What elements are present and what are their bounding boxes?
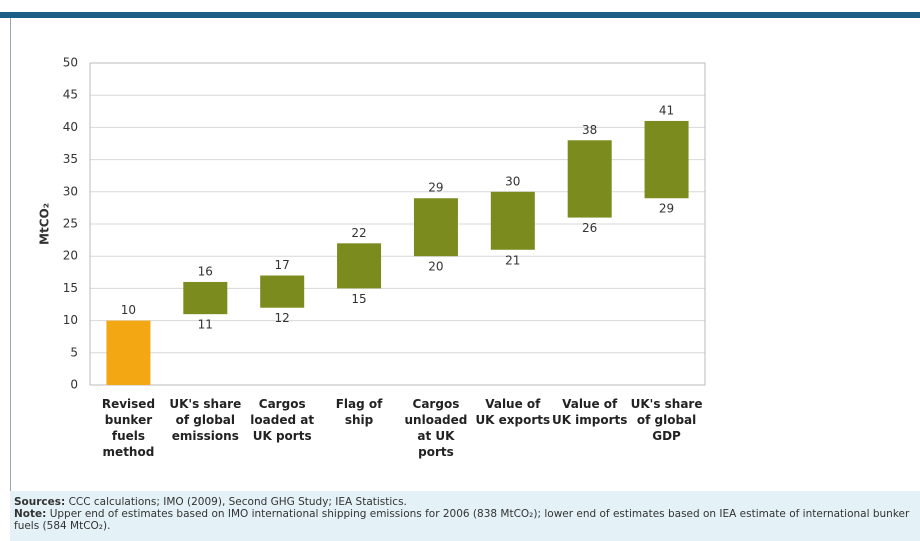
value-label: 22	[351, 226, 366, 240]
y-tick-label: 20	[63, 249, 78, 263]
value-label: 10	[121, 303, 136, 317]
y-tick-label: 40	[63, 120, 78, 134]
x-tick-label: UK's share of global GDP	[630, 397, 703, 443]
value-label: 11	[198, 318, 213, 332]
y-tick-label: 5	[70, 345, 78, 359]
x-tick-label: Revised bunker fuels method	[101, 397, 156, 459]
y-tick-label: 50	[63, 56, 78, 70]
y-axis-title: MtCO₂	[38, 203, 52, 245]
y-tick-label: 30	[63, 184, 78, 198]
value-label: 16	[198, 264, 213, 278]
value-label: 29	[428, 181, 443, 195]
value-label: 38	[582, 123, 597, 137]
x-tick-label: Value of UK imports	[551, 397, 628, 427]
sources-text: CCC calculations; IMO (2009), Second GHG…	[68, 496, 407, 508]
note: Note: Upper end of estimates based on IM…	[14, 508, 916, 532]
note-text: Upper end of estimates based on IMO inte…	[14, 508, 910, 532]
x-tick-label: Flag of ship	[335, 397, 383, 427]
value-label: 17	[275, 258, 290, 272]
x-tick-label: Value of UK exports	[475, 397, 551, 427]
value-label: 41	[659, 103, 674, 117]
x-tick-label: Cargos loaded at UK ports	[250, 397, 315, 443]
footer: Sources: CCC calculations; IMO (2009), S…	[10, 491, 920, 541]
y-tick-label: 15	[63, 281, 78, 295]
plot-frame	[89, 62, 706, 386]
value-label: 26	[582, 221, 597, 235]
bar	[260, 275, 305, 308]
bar	[413, 198, 458, 257]
sources-label: Sources:	[14, 496, 66, 508]
bar	[567, 140, 612, 218]
y-tick-label: 35	[63, 152, 78, 166]
bar	[183, 281, 228, 315]
value-label: 15	[351, 292, 366, 306]
value-label: 29	[659, 202, 674, 216]
note-label: Note:	[14, 508, 47, 520]
bar	[644, 120, 689, 199]
y-tick-label: 25	[63, 217, 78, 231]
bar	[490, 191, 535, 250]
y-tick-label: 45	[63, 88, 78, 102]
value-label: 12	[275, 311, 290, 325]
x-tick-label: UK's share of global emissions	[169, 397, 242, 443]
bar	[337, 243, 382, 289]
y-tick-label: 10	[63, 313, 78, 327]
bar	[106, 320, 151, 385]
sources: Sources: CCC calculations; IMO (2009), S…	[14, 496, 916, 508]
top-bar	[0, 12, 920, 18]
value-label: 21	[505, 253, 520, 267]
value-label: 30	[505, 174, 520, 188]
x-tick-label: Cargos unloaded at UK ports	[404, 397, 468, 459]
value-label: 20	[428, 260, 443, 274]
y-tick-label: 0	[70, 378, 78, 392]
